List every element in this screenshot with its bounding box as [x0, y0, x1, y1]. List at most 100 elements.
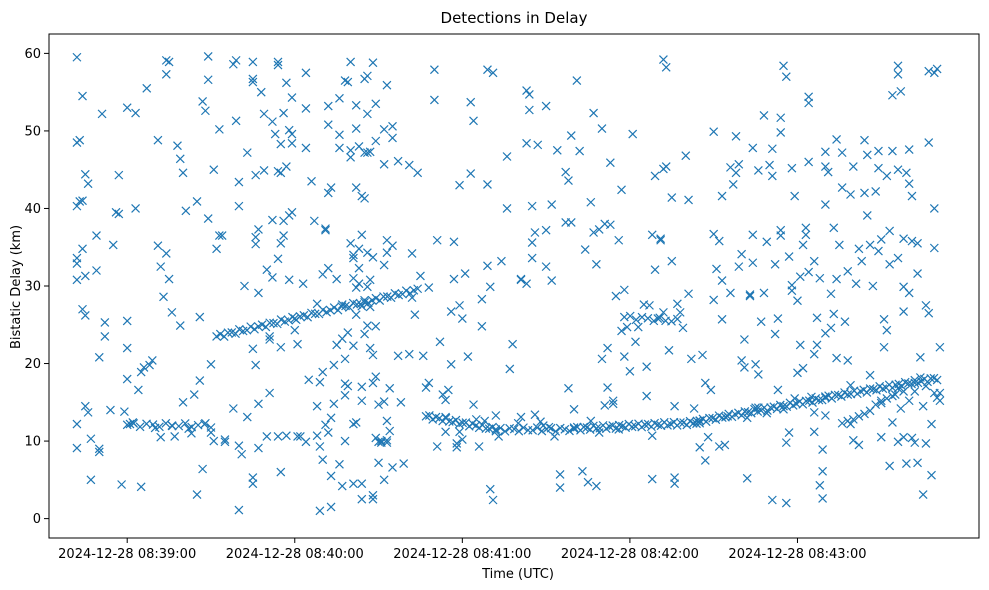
data-point [455, 300, 464, 310]
data-point [812, 340, 822, 350]
data-point [832, 135, 841, 144]
data-point [874, 246, 883, 256]
data-point [887, 146, 897, 156]
data-point [474, 442, 484, 451]
data-point [429, 95, 439, 105]
data-point [622, 322, 632, 332]
data-point [564, 176, 573, 185]
data-point [739, 362, 749, 372]
data-point [770, 259, 780, 269]
data-point [608, 399, 618, 409]
data-point [362, 148, 372, 158]
data-point [887, 90, 897, 100]
data-point [80, 271, 90, 281]
data-point [72, 52, 82, 62]
data-point [874, 146, 883, 156]
data-point [108, 240, 118, 250]
data-point [340, 436, 350, 446]
data-point [552, 145, 562, 155]
data-point [248, 479, 258, 489]
data-point [217, 231, 227, 241]
data-point [538, 421, 548, 430]
track-point [560, 424, 570, 434]
data-point [122, 343, 132, 353]
track-point [627, 422, 637, 432]
track-point [250, 324, 259, 334]
data-point [323, 188, 333, 198]
data-point [776, 128, 786, 137]
data-point [583, 477, 593, 487]
data-point [837, 183, 847, 192]
data-point [547, 200, 557, 210]
track-point [605, 422, 614, 432]
data-point [374, 458, 383, 468]
data-point [728, 180, 738, 189]
data-point [748, 258, 758, 268]
data-point [435, 337, 445, 347]
data-point [826, 289, 836, 299]
data-point [742, 413, 752, 423]
y-axis: 0 10 20 30 40 50 60 [24, 47, 49, 527]
data-point [449, 237, 459, 247]
data-point [351, 418, 361, 427]
track-point [371, 293, 381, 303]
data-point [767, 171, 777, 181]
data-point [80, 401, 90, 411]
data-point [80, 311, 90, 320]
data-point [354, 244, 364, 254]
track-point [672, 314, 682, 324]
data-point [382, 438, 392, 448]
track-point [592, 423, 602, 433]
track-point [579, 422, 589, 432]
data-point [801, 223, 811, 233]
data-point [929, 68, 939, 78]
data-point [670, 401, 680, 411]
data-point [307, 176, 316, 186]
data-point [910, 438, 920, 448]
data-point [854, 411, 864, 421]
data-point [804, 98, 814, 108]
track-point [704, 413, 714, 423]
data-point [315, 506, 325, 516]
data-point [343, 381, 353, 391]
track-point [509, 424, 519, 434]
data-point [631, 337, 640, 347]
data-point [242, 148, 252, 158]
data-point [416, 271, 425, 281]
data-point [346, 57, 356, 67]
data-point [267, 215, 277, 225]
data-point [469, 116, 478, 126]
data-point [335, 143, 344, 153]
data-point [642, 362, 652, 372]
track-point [519, 423, 528, 433]
data-point [885, 461, 895, 471]
data-point [360, 193, 370, 203]
data-point [72, 443, 82, 453]
data-point [904, 396, 914, 406]
data-point [700, 378, 710, 388]
data-point [793, 368, 802, 378]
data-point [251, 360, 261, 370]
data-point [812, 313, 822, 323]
data-point [281, 431, 291, 441]
data-point [502, 152, 512, 161]
data-point [393, 351, 403, 361]
data-point [737, 249, 747, 259]
track-point [360, 295, 369, 305]
data-point [365, 302, 375, 312]
data-point [399, 459, 409, 468]
data-point [826, 323, 836, 333]
data-point [153, 241, 163, 251]
data-point [541, 225, 551, 235]
data-point [471, 414, 481, 424]
data-point [312, 431, 322, 441]
data-point [893, 437, 903, 447]
data-point [385, 383, 395, 393]
data-point [709, 295, 719, 305]
data-point [357, 396, 367, 406]
data-point [284, 125, 294, 135]
data-point [279, 108, 289, 118]
data-point [804, 157, 814, 167]
data-point [572, 76, 582, 85]
data-point [625, 366, 635, 376]
